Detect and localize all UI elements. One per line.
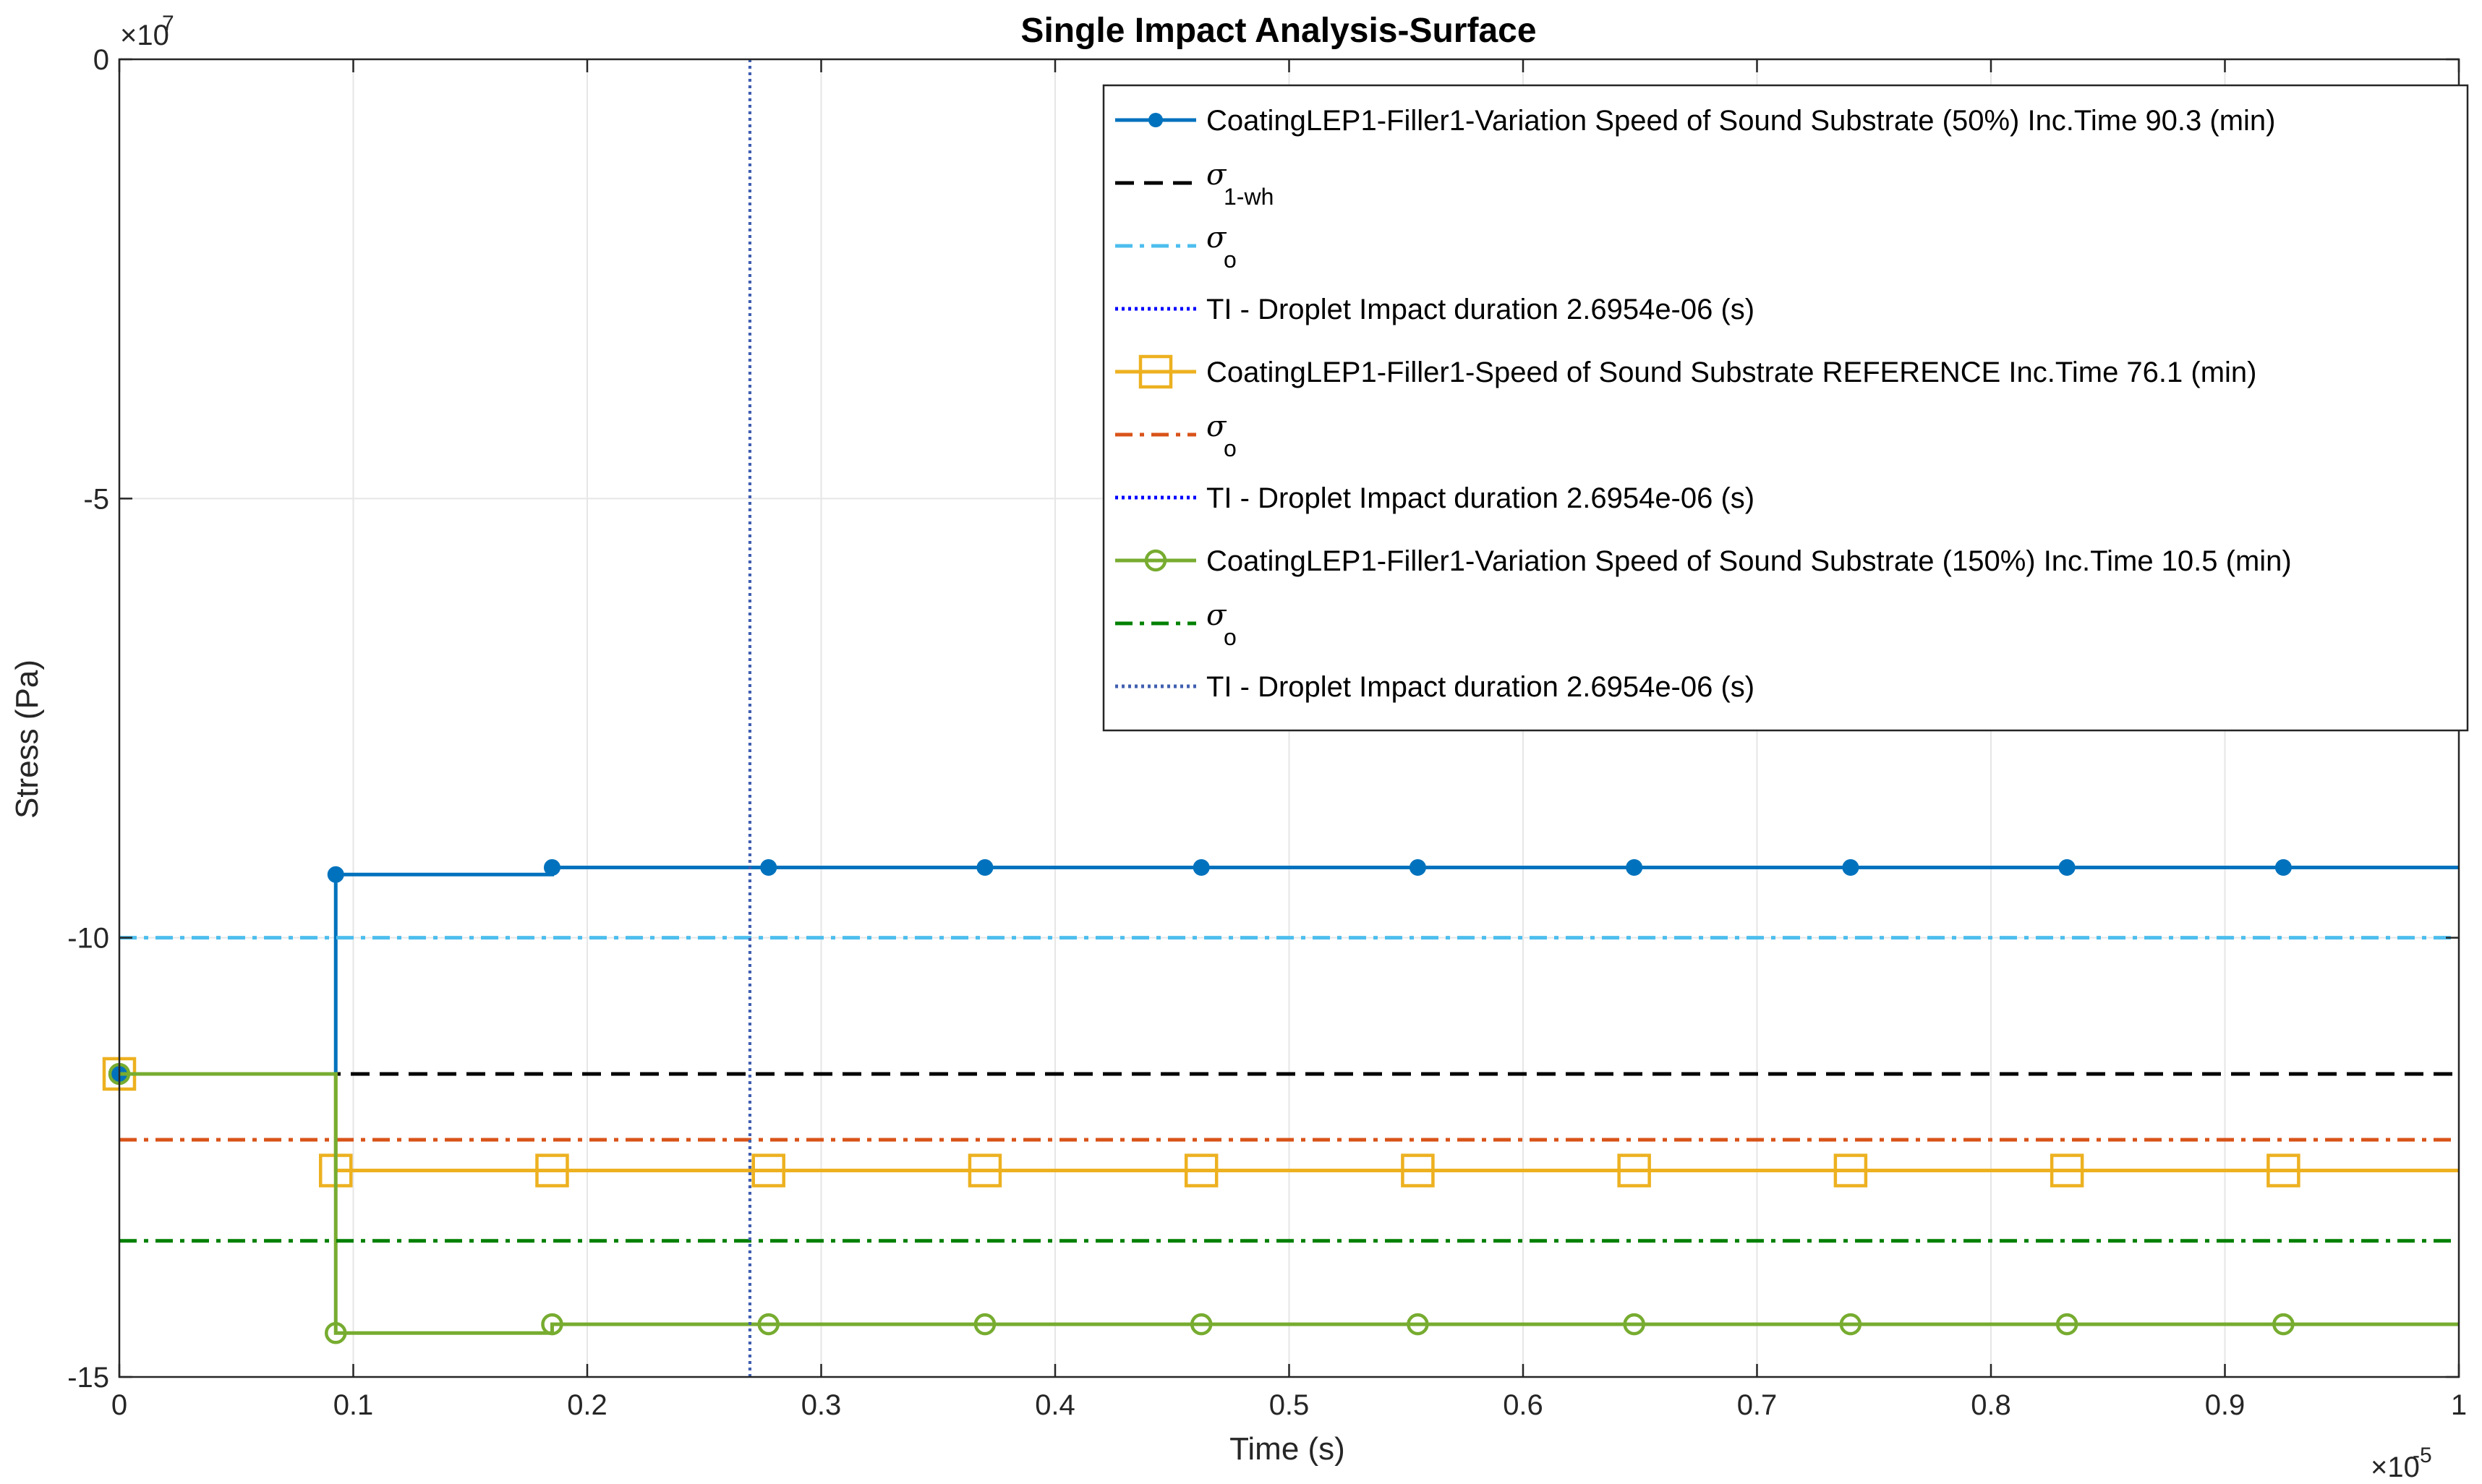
chart-title: Single Impact Analysis-Surface (1020, 12, 1536, 50)
legend-entry[interactable]: σo (1115, 410, 1237, 461)
legend-entry[interactable]: TI - Droplet Impact duration 2.6954e-06 … (1115, 671, 1754, 703)
data-point (2050, 1153, 2084, 1187)
legend-entry[interactable]: CoatingLEP1-Filler1-Variation Speed of S… (1115, 545, 2292, 577)
x-tick-label: 0.4 (1035, 1389, 1075, 1421)
legend-label: TI - Droplet Impact duration 2.6954e-06 … (1206, 294, 1754, 325)
legend-label: CoatingLEP1-Filler1-Variation Speed of S… (1206, 105, 2276, 137)
data-point (1842, 858, 1859, 876)
data-point (968, 1153, 1002, 1187)
y-tick-label: -10 (67, 923, 109, 955)
axes: 0 0.1 0.2 0.3 0.4 0.5 0.6 0.7 0.8 0.9 1 0 -5 -10 -15 (67, 44, 2467, 1421)
x-tick-label: 0.5 (1269, 1389, 1310, 1421)
data-point (2055, 1313, 2078, 1336)
legend-label: CoatingLEP1-Filler1-Variation Speed of S… (1206, 545, 2292, 577)
y-exponent-power: 7 (162, 12, 174, 35)
x-exponent: ×10 -5 (2371, 1444, 2432, 1483)
legend-label: σ (1206, 221, 1227, 255)
x-tick-label: 0.7 (1737, 1389, 1778, 1421)
data-point (1190, 1313, 1213, 1336)
x-axis-label: Time (s) (1229, 1431, 1345, 1467)
legend-label: σ (1206, 599, 1227, 632)
y-tick-label: -15 (67, 1362, 109, 1394)
legend-entry[interactable]: CoatingLEP1-Filler1-Variation Speed of S… (1115, 105, 2276, 137)
data-point (2266, 1153, 2300, 1187)
series-0 (111, 858, 2459, 1083)
data-point (1623, 1313, 1645, 1336)
plot-data (102, 59, 2459, 1377)
x-tick-label: 0.3 (801, 1389, 842, 1421)
data-point (535, 1153, 569, 1187)
data-point (2058, 858, 2076, 876)
x-tick-label: 0.8 (1971, 1389, 2011, 1421)
legend-label: CoatingLEP1-Filler1-Speed of Sound Subst… (1206, 357, 2256, 388)
legend-box (1102, 84, 2469, 732)
data-point (541, 1313, 563, 1336)
data-point (327, 866, 344, 883)
data-point (1617, 1153, 1651, 1187)
x-tick-label: 0.6 (1503, 1389, 1543, 1421)
series-line (119, 1072, 2459, 1335)
legend-label: σ (1206, 410, 1227, 443)
y-exponent-base: ×10 (120, 20, 169, 51)
x-tick-label: 0 (111, 1389, 127, 1421)
y-tick-label: -5 (83, 483, 109, 515)
x-tick-label: 1 (2451, 1389, 2467, 1421)
y-exponent: ×10 7 (120, 12, 174, 51)
legend-label: σ (1206, 158, 1227, 192)
x-exponent-base: ×10 (2371, 1451, 2420, 1483)
legend-entry[interactable]: σo (1115, 599, 1237, 650)
legend-entry[interactable]: σo (1115, 221, 1237, 273)
legend-marker (1148, 113, 1163, 127)
data-point (1409, 858, 1426, 876)
y-axis-label: Stress (Pa) (9, 660, 45, 819)
data-point (543, 858, 560, 876)
data-point (1839, 1313, 1862, 1336)
legend-label-subscript: o (1224, 247, 1237, 273)
x-tick-label: 0.1 (333, 1389, 374, 1421)
legend-entry[interactable]: TI - Droplet Impact duration 2.6954e-06 … (1115, 294, 1754, 325)
data-point (751, 1153, 785, 1187)
legend-label: TI - Droplet Impact duration 2.6954e-06 … (1206, 671, 1754, 703)
legend-label-subscript: o (1224, 435, 1237, 461)
data-point (757, 1313, 780, 1336)
legend-entry[interactable]: CoatingLEP1-Filler1-Speed of Sound Subst… (1115, 354, 2256, 389)
x-exponent-power: -5 (2413, 1444, 2432, 1467)
x-tick-label: 0.9 (2205, 1389, 2246, 1421)
series-7 (108, 1062, 2459, 1344)
legend-label-subscript: o (1224, 624, 1237, 650)
legend-label-subscript: 1-wh (1224, 184, 1274, 210)
data-point (2274, 858, 2292, 876)
data-point (760, 858, 777, 876)
legend-marker (1138, 354, 1173, 389)
legend-label: TI - Droplet Impact duration 2.6954e-06 … (1206, 482, 1754, 514)
data-point (1184, 1153, 1219, 1187)
data-point (2272, 1313, 2295, 1336)
series-line (119, 865, 2459, 1076)
legend-entry[interactable]: TI - Droplet Impact duration 2.6954e-06 … (1115, 482, 1754, 514)
data-point (1407, 1313, 1429, 1336)
legend[interactable]: CoatingLEP1-Filler1-Variation Speed of S… (1102, 84, 2469, 732)
data-point (973, 1313, 997, 1336)
x-tick-label: 0.2 (567, 1389, 607, 1421)
data-point (1401, 1153, 1435, 1187)
y-tick-label: 0 (93, 44, 109, 76)
data-point (324, 1322, 347, 1344)
data-point (1833, 1153, 1868, 1187)
data-point (1193, 858, 1210, 876)
data-point (1626, 858, 1643, 876)
data-point (976, 858, 994, 876)
legend-entry[interactable]: σ1-wh (1115, 158, 1274, 210)
legend-marker (1144, 549, 1167, 572)
